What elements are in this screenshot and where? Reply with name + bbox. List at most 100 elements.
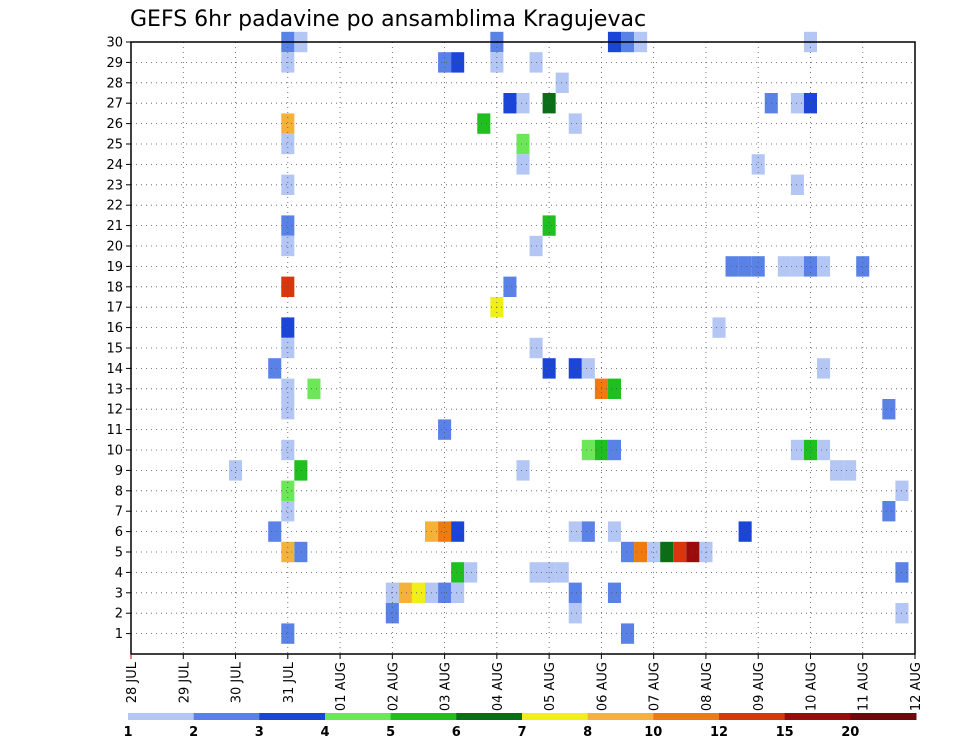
x-tick-label: 29 JUL [177,661,192,703]
precip-cell [281,133,295,155]
precip-cell [712,317,726,338]
colorbar-segment [653,713,720,720]
colorbar-label: 3 [255,725,264,740]
precip-cell [477,113,491,134]
y-tick-label: 21 [106,219,123,234]
y-tick-label: 15 [106,342,123,357]
precip-cell [268,521,282,542]
colorbar-label: 1 [123,725,132,740]
precip-cell [607,521,621,542]
precip-cell [843,460,857,481]
precip-cell [581,358,595,379]
precip-cell [281,174,295,195]
precip-cell [568,521,582,542]
colorbar-label: 8 [583,725,592,740]
precip-cell [464,562,478,583]
precip-cell [817,358,831,379]
y-tick-label: 18 [106,280,123,295]
x-axis-ticks: 28 JUL 29 JUL 30 JUL 31 JUL 01 AUG 02 AUG 03 A… [125,654,924,711]
precip-cell [607,378,621,399]
precip-cell [568,582,582,603]
precip-cell [281,215,295,236]
cells-layer [229,31,909,644]
colorbar-segment [128,713,195,720]
y-tick-label: 25 [106,138,123,153]
colorbar-segment [784,713,851,720]
x-tick-label: 30 JUL [230,661,245,703]
precip-cell [817,439,831,461]
y-tick-label: 7 [115,505,123,520]
precip-cell [686,541,700,563]
colorbar: 1 2 3 4 5 6 7 8 10 12 15 20 [123,713,917,740]
x-tick-label: 02 AUG [386,662,401,711]
precip-cell [503,276,517,297]
precip-cell [281,113,295,134]
y-tick-label: 27 [106,97,123,112]
precip-cell [621,623,635,644]
colorbar-label: 4 [320,725,329,740]
y-tick-label: 11 [106,423,123,438]
precip-cell [882,399,896,420]
precip-cell [882,501,896,522]
colorbar-segment [719,713,786,720]
x-tick-label: 06 AUG [595,662,610,711]
colorbar-label: 7 [517,725,526,740]
precip-cell [555,562,569,583]
precip-cell [307,378,321,399]
precip-cell [385,603,399,624]
y-tick-label: 26 [106,117,123,132]
precip-cell [790,174,804,195]
precip-cell [803,439,817,461]
chart-title: GEFS 6hr padavine po ansamblima Kragujev… [130,7,646,32]
y-tick-label: 2 [115,607,123,622]
precip-cell [673,541,687,563]
precip-cell [438,419,452,440]
x-tick-label: 12 AUG [909,662,924,711]
precip-cell [281,480,295,501]
y-tick-label: 22 [106,199,123,214]
colorbar-segment [522,713,589,720]
y-tick-label: 23 [106,178,123,193]
precip-cell [751,256,765,277]
precip-cell [856,256,870,277]
precip-cell [281,399,295,420]
colorbar-label: 2 [189,725,198,740]
precip-cell [738,256,752,277]
precip-cell [451,52,465,73]
precip-cell [281,378,295,399]
precip-cell [398,582,412,603]
colorbar-segment [456,713,523,720]
precip-cell [281,276,295,297]
y-tick-label: 9 [115,464,123,479]
x-tick-label: 07 AUG [648,662,663,711]
colorbar-segment [850,713,917,720]
y-tick-label: 10 [106,444,123,459]
x-tick-label: 09 AUG [752,662,767,711]
x-tick-label: 01 AUG [334,662,349,711]
precip-cell [803,93,817,114]
y-tick-label: 14 [106,362,123,377]
precip-cell [555,72,569,93]
precip-cell [542,93,556,114]
precip-cell [281,235,295,257]
colorbar-label: 15 [776,725,794,740]
precip-cell [516,154,530,175]
precip-cell [738,521,752,542]
precip-cell [268,358,282,379]
precip-cell [451,562,465,583]
precip-cell [621,541,635,563]
colorbar-segment [587,713,654,720]
precip-cell [607,439,621,461]
y-tick-label: 8 [115,484,123,499]
y-tick-label: 20 [106,240,123,255]
precip-cell [568,113,582,134]
y-tick-label: 24 [106,158,123,173]
y-tick-label: 19 [106,260,123,275]
y-axis-ticks: 1234567891011121314151617181920212223242… [106,36,131,642]
precip-cell [777,256,791,277]
y-tick-label: 28 [106,76,123,91]
colorbar-segment [325,713,392,720]
precip-cell [516,460,530,481]
precip-cell [790,439,804,461]
